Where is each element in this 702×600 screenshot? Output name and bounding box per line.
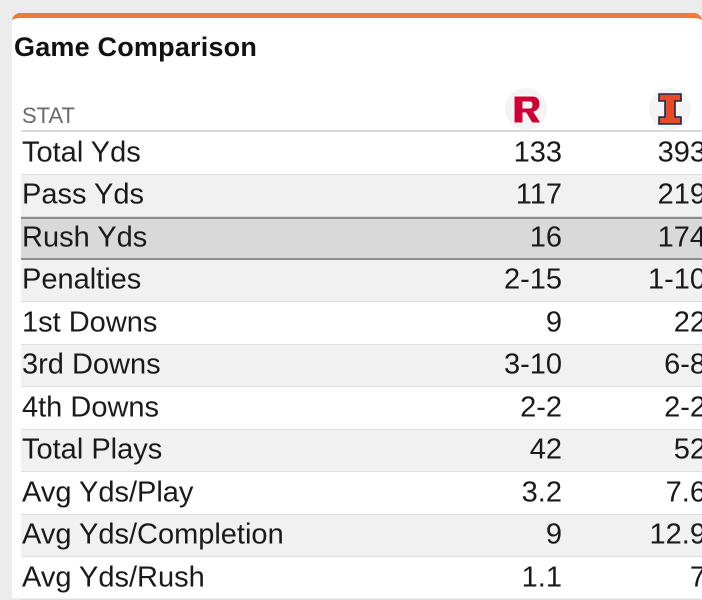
- stat-column-header: STAT: [22, 103, 75, 128]
- table-header: STAT: [21, 88, 702, 132]
- team2-value: 22: [673, 306, 702, 339]
- team1-value: 3.2: [521, 476, 562, 509]
- stat-name: 3rd Downs: [22, 348, 161, 381]
- stats-table-body: Total Yds 133 393 Pass Yds 117 219 Rush Yds 16 1…: [21, 132, 702, 600]
- stat-name: Avg Yds/Play: [22, 476, 194, 509]
- stat-name: Avg Yds/Rush: [22, 561, 205, 594]
- stat-name: Total Yds: [22, 136, 141, 169]
- team2-value: 7: [689, 561, 702, 594]
- team1-value: 42: [529, 433, 562, 466]
- team1-value: 2-15: [503, 263, 562, 296]
- table-row: Total Plays 42 52: [21, 429, 702, 472]
- team1-value: 9: [545, 518, 562, 551]
- illinois-i-logo-icon: [649, 88, 691, 130]
- stat-name: Total Plays: [22, 433, 163, 466]
- stat-name: Rush Yds: [22, 221, 148, 254]
- team1-value: 9: [545, 306, 562, 339]
- team1-value: 117: [515, 178, 562, 211]
- table-row: 1st Downs 9 22: [21, 302, 702, 345]
- team2-value: 52: [673, 433, 702, 466]
- table-row: Rush Yds 16 174: [21, 217, 702, 260]
- team2-value: 174: [657, 221, 702, 254]
- stat-name: Avg Yds/Completion: [22, 518, 284, 551]
- team1-value: 3-10: [503, 348, 562, 381]
- table-row: 3rd Downs 3-10 6-8: [21, 344, 702, 387]
- team2-value: 7.6: [665, 476, 702, 509]
- table-row: Total Yds 133 393: [21, 132, 702, 175]
- team2-value: 219: [657, 178, 702, 211]
- stat-name: 4th Downs: [22, 391, 160, 424]
- stat-name: 1st Downs: [22, 306, 158, 339]
- stat-name: Penalties: [22, 263, 142, 296]
- team2-value: 2-2: [664, 391, 702, 424]
- team2-value: 393: [657, 136, 702, 169]
- rutgers-r-logo-icon: [505, 88, 547, 130]
- team1-value: 2-2: [520, 391, 562, 424]
- table-row: 4th Downs 2-2 2-2: [21, 387, 702, 430]
- table-row: Avg Yds/Play 3.2 7.6: [21, 472, 702, 515]
- team1-value: 16: [529, 221, 562, 254]
- panel-title: Game Comparison: [14, 32, 258, 62]
- stat-name: Pass Yds: [22, 178, 144, 211]
- team2-value: 6-8: [664, 348, 702, 381]
- table-row: Pass Yds 117 219: [21, 174, 702, 217]
- team2-value: 1-10: [647, 263, 702, 296]
- team1-value: 133: [513, 136, 562, 169]
- table-row: Avg Yds/Completion 9 12.9: [21, 514, 702, 557]
- table-row: Avg Yds/Rush 1.1 7: [21, 557, 702, 600]
- team2-value: 12.9: [649, 518, 702, 551]
- table-row: Penalties 2-15 1-10: [21, 259, 702, 302]
- team1-value: 1.1: [521, 561, 562, 594]
- game-comparison-card: Game Comparison STAT Total Yds 133 393 Pass…: [12, 13, 702, 600]
